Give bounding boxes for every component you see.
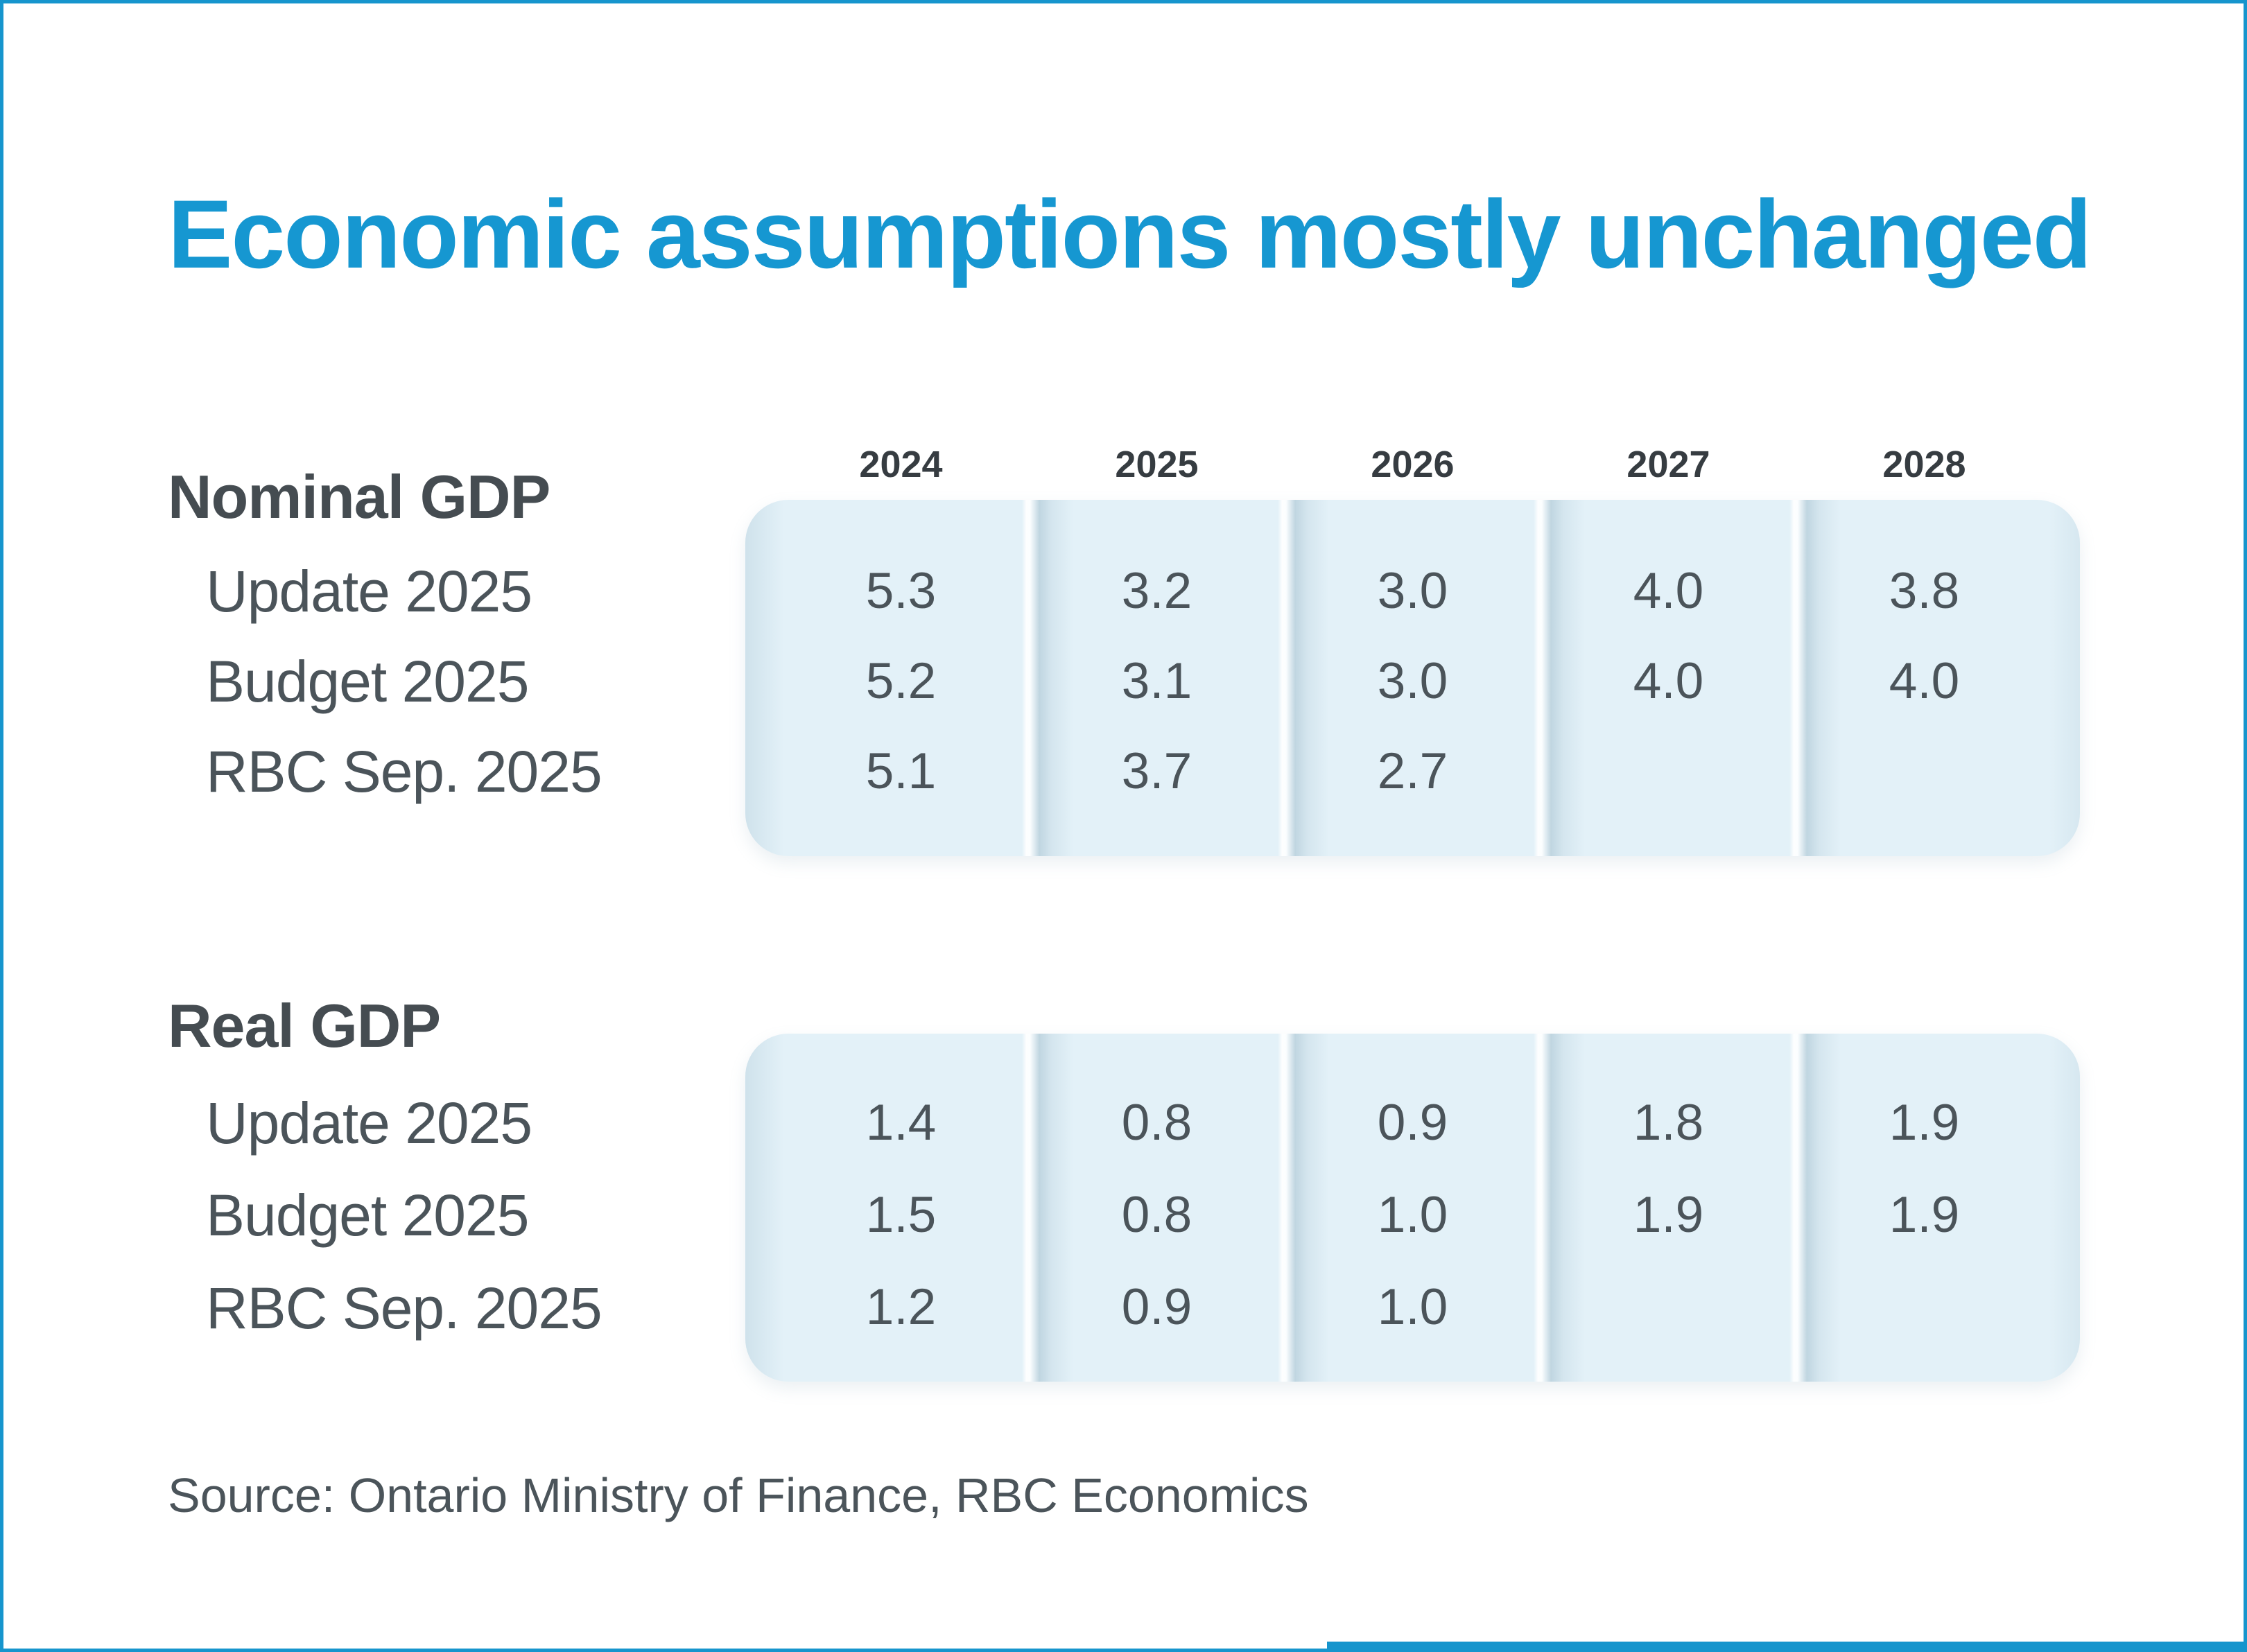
value-cell: 5.2 [865,653,937,709]
column-2024: 5.3 5.2 5.1 [773,500,1029,856]
year-header: 2024 [859,444,943,485]
column-2027: 4.0 4.0 [1534,500,1796,856]
column-2024: 1.4 1.5 1.2 [773,1034,1029,1382]
column-group: 5.3 5.2 5.1 3.2 3.1 3.7 3.0 3.0 2.7 4.0 … [745,500,2080,856]
value-cell: 3.8 [1889,563,1960,619]
value-cell: 1.0 [1377,1187,1448,1243]
row-label: Budget 2025 [206,649,529,714]
row-label: Budget 2025 [206,1183,529,1248]
value-cell: 3.1 [1121,653,1192,709]
page-title: Economic assumptions mostly unchanged [168,180,2092,288]
value-cell: 4.0 [1633,653,1704,709]
value-cell: 1.9 [1633,1187,1704,1243]
row-label: Update 2025 [206,1090,532,1156]
value-cell: 5.3 [865,563,937,619]
value-cell: 1.9 [1889,1187,1960,1243]
value-cell: 1.0 [1377,1279,1448,1335]
column-2025: 3.2 3.1 3.7 [1022,500,1285,856]
section-label-nominal-gdp: Nominal GDP [168,462,550,531]
value-cell: 1.8 [1633,1095,1704,1151]
value-cell: 1.9 [1889,1095,1960,1151]
column-2026: 0.9 1.0 1.0 [1278,1034,1541,1382]
column-2028: 1.9 1.9 [1789,1034,2052,1382]
value-cell: 4.0 [1889,653,1960,709]
year-header: 2027 [1626,444,1710,485]
value-cell: 1.5 [865,1187,937,1243]
value-cell: 3.0 [1377,653,1448,709]
value-cell: 0.8 [1121,1095,1192,1151]
row-label: RBC Sep. 2025 [206,739,602,804]
column-2025: 0.8 0.8 0.9 [1022,1034,1285,1382]
value-cell: 1.4 [865,1095,937,1151]
column-2027: 1.8 1.9 [1534,1034,1796,1382]
value-cell: 2.7 [1377,743,1448,799]
value-cell: 3.2 [1121,563,1192,619]
value-cell: 3.7 [1121,743,1192,799]
bottom-accent-bar [1327,1642,2244,1649]
source-note: Source: Ontario Ministry of Finance, RBC… [168,1468,1309,1522]
column-group: 1.4 1.5 1.2 0.8 0.8 0.9 0.9 1.0 1.0 1.8 … [745,1034,2080,1382]
year-header: 2025 [1115,444,1199,485]
year-header-row: 2024 2025 2026 2027 2028 [773,440,2052,489]
row-label: RBC Sep. 2025 [206,1276,602,1341]
year-header: 2028 [1882,444,1966,485]
value-cell: 0.9 [1377,1095,1448,1151]
table-panel-nominal-gdp: 5.3 5.2 5.1 3.2 3.1 3.7 3.0 3.0 2.7 4.0 … [745,500,2080,856]
value-cell: 5.1 [865,743,937,799]
column-2026: 3.0 3.0 2.7 [1278,500,1541,856]
column-2028: 3.8 4.0 [1789,500,2052,856]
section-label-real-gdp: Real GDP [168,991,441,1060]
value-cell: 0.8 [1121,1187,1192,1243]
year-header: 2026 [1371,444,1455,485]
value-cell: 3.0 [1377,563,1448,619]
table-panel-real-gdp: 1.4 1.5 1.2 0.8 0.8 0.9 0.9 1.0 1.0 1.8 … [745,1034,2080,1382]
value-cell: 1.2 [865,1279,937,1335]
value-cell: 4.0 [1633,563,1704,619]
value-cell: 0.9 [1121,1279,1192,1335]
row-label: Update 2025 [206,559,532,624]
